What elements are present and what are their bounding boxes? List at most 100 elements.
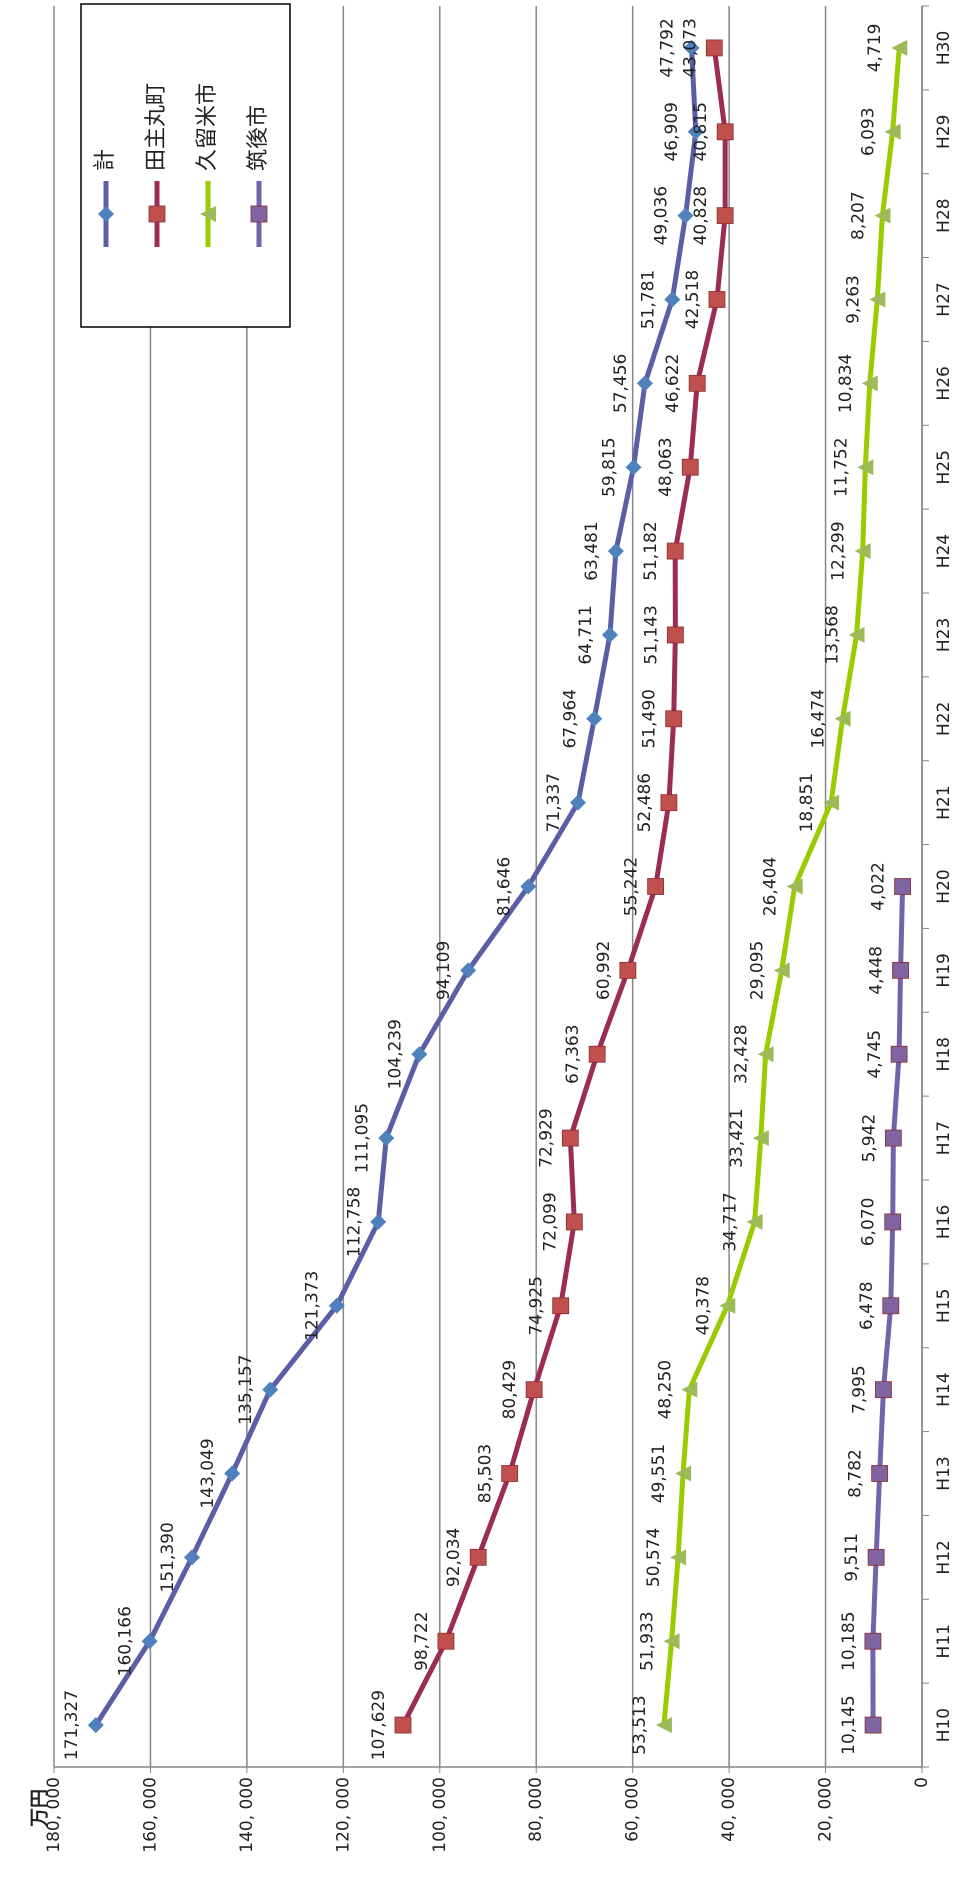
marker — [884, 1213, 902, 1231]
marker — [719, 1297, 736, 1314]
data-label: 4,022 — [869, 862, 889, 911]
data-label: 64,711 — [576, 605, 596, 664]
data-label: 121,373 — [303, 1271, 323, 1341]
x-tick-label: H25 — [934, 450, 954, 484]
data-label: 7,995 — [849, 1365, 869, 1414]
data-label: 6,478 — [857, 1281, 877, 1330]
marker — [871, 1465, 889, 1482]
marker — [894, 878, 912, 895]
marker — [834, 710, 851, 727]
marker — [746, 1213, 763, 1230]
marker — [823, 794, 840, 811]
x-tick-label: H24 — [934, 534, 954, 568]
marker — [681, 1381, 698, 1398]
marker — [469, 1548, 487, 1566]
data-label: 42,518 — [683, 270, 703, 329]
y-tick-label: 160, 000 — [140, 1777, 160, 1853]
y-tick-label: 140, 000 — [237, 1777, 257, 1853]
data-label: 72,099 — [540, 1192, 560, 1251]
data-label: 12,299 — [829, 521, 849, 580]
data-label: 40,815 — [691, 102, 711, 161]
data-label: 4,448 — [867, 946, 887, 995]
marker — [683, 39, 700, 56]
data-label: 50,574 — [644, 1528, 664, 1587]
y-tick-label: 60, 000 — [623, 1777, 643, 1842]
marker — [200, 206, 216, 222]
data-label: 60,992 — [594, 941, 614, 1000]
y-tick-label: 40, 000 — [719, 1777, 739, 1842]
data-label: 94,109 — [434, 941, 454, 1000]
data-label: 13,568 — [823, 605, 843, 664]
data-label: 8,782 — [846, 1449, 866, 1498]
data-label: 104,239 — [385, 1019, 405, 1089]
x-tick-label: H15 — [934, 1289, 954, 1323]
data-label: 160,166 — [116, 1606, 136, 1676]
x-tick-label: H28 — [934, 198, 954, 232]
x-tick-label: H22 — [934, 702, 954, 736]
data-label: 85,503 — [476, 1444, 496, 1503]
marker — [869, 291, 886, 308]
data-label: 51,143 — [641, 605, 661, 664]
y-tick-label: 0 — [912, 1777, 932, 1788]
data-label: 51,490 — [640, 689, 660, 748]
marker — [437, 1632, 455, 1650]
data-label: 10,185 — [839, 1611, 859, 1670]
marker — [224, 1465, 241, 1482]
data-label: 40,378 — [693, 1276, 713, 1335]
data-label: 46,622 — [663, 354, 683, 413]
marker — [874, 207, 891, 224]
marker — [665, 710, 683, 728]
data-label: 4,719 — [865, 24, 885, 73]
marker — [892, 961, 909, 979]
marker — [752, 1130, 769, 1147]
marker — [687, 123, 704, 140]
x-tick-label: H23 — [934, 618, 954, 652]
marker — [619, 961, 637, 979]
data-label: 51,182 — [641, 521, 661, 580]
marker — [588, 1045, 606, 1063]
marker — [636, 375, 653, 392]
y-axis-label: 万円 — [29, 1789, 51, 1828]
marker — [861, 375, 878, 392]
data-label: 53,513 — [630, 1695, 650, 1754]
marker — [864, 1632, 882, 1650]
marker — [864, 1716, 882, 1734]
x-tick-label: H20 — [934, 869, 954, 903]
data-label: 6,070 — [859, 1198, 879, 1247]
marker — [565, 1213, 583, 1231]
data-label: 74,925 — [527, 1276, 547, 1335]
data-label: 59,815 — [600, 437, 620, 496]
data-label: 46,909 — [662, 102, 682, 161]
data-label: 80,429 — [500, 1360, 520, 1419]
marker — [884, 123, 901, 140]
x-tick-label: H27 — [934, 282, 954, 316]
x-tick-label: H12 — [934, 1540, 954, 1574]
marker — [552, 1297, 570, 1315]
marker — [773, 962, 790, 979]
x-tick-label: H21 — [934, 785, 954, 819]
x-tick-label: H11 — [934, 1624, 954, 1658]
data-label: 11,752 — [831, 437, 851, 496]
data-label: 52,486 — [635, 773, 655, 832]
marker — [98, 206, 114, 222]
x-tick-label: H17 — [934, 1121, 954, 1155]
marker — [786, 878, 803, 895]
marker — [681, 458, 699, 476]
data-label: 9,511 — [842, 1533, 862, 1582]
data-label: 92,034 — [444, 1528, 464, 1587]
x-tick-label: H14 — [934, 1372, 954, 1406]
marker — [647, 878, 665, 895]
data-label: 29,095 — [748, 941, 768, 1000]
data-label: 48,063 — [656, 437, 676, 496]
data-label: 8,207 — [848, 191, 868, 240]
x-tick-label: H10 — [934, 1708, 954, 1742]
legend-label: 久留米市 — [195, 83, 220, 171]
data-label: 51,933 — [638, 1611, 658, 1670]
x-tick-label: H18 — [934, 1037, 954, 1071]
data-label: 49,551 — [649, 1444, 669, 1503]
y-tick-label: 180, 000 — [44, 1777, 64, 1853]
data-label: 63,481 — [582, 521, 602, 580]
marker — [848, 626, 865, 643]
marker — [716, 207, 734, 225]
marker — [891, 39, 908, 56]
